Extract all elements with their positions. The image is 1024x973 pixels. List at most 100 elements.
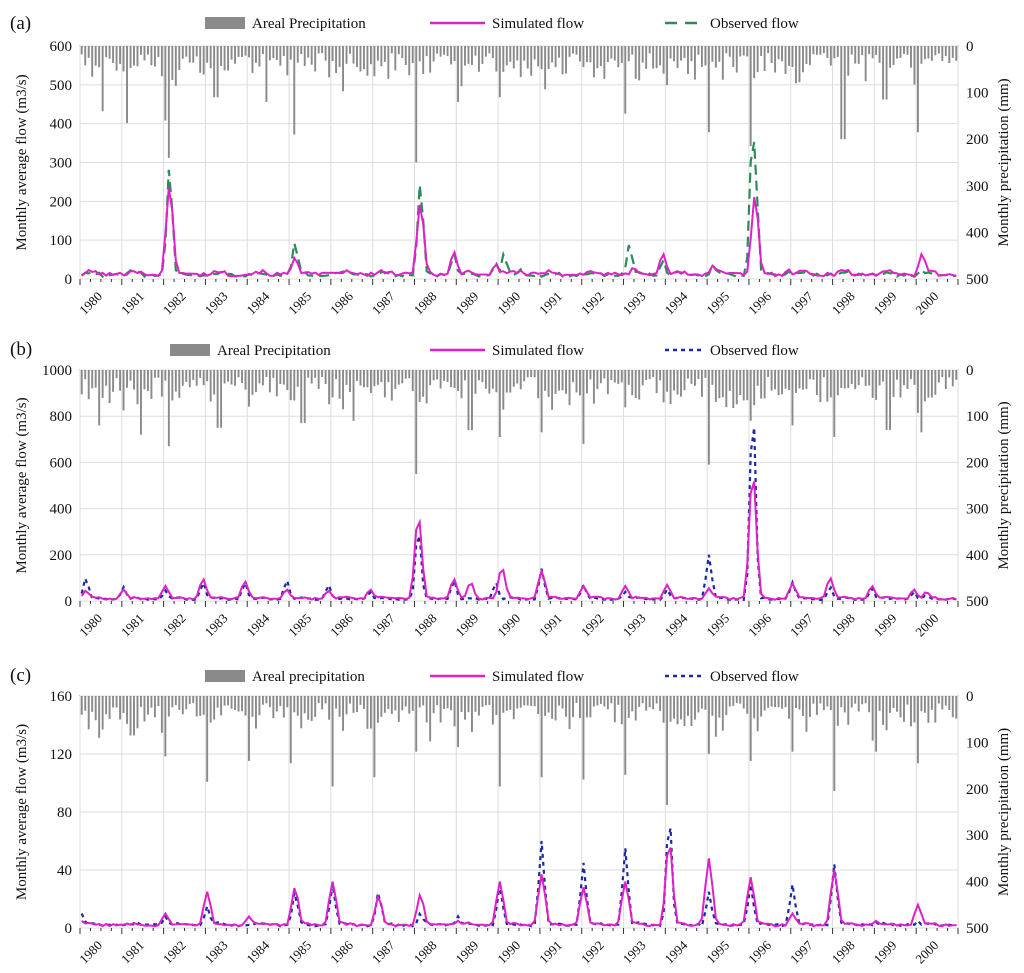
precip-bar: [892, 46, 895, 66]
precip-bar: [725, 696, 728, 716]
precip-bar: [592, 46, 595, 78]
precip-bar: [216, 370, 219, 428]
x-tick-label: 1995: [703, 611, 732, 640]
precip-bar: [209, 696, 212, 723]
precip-bar: [533, 696, 536, 707]
precip-bar: [307, 370, 310, 378]
precip-bar: [735, 696, 738, 704]
precip-bar: [143, 370, 146, 390]
precip-bar: [84, 46, 87, 66]
precip-bar: [282, 370, 285, 385]
precip-bar: [638, 46, 641, 81]
precip-bar: [854, 46, 857, 64]
precip-bar: [268, 46, 271, 61]
x-tick-label: 1992: [578, 611, 607, 640]
y2-tick-label: 500: [966, 921, 989, 937]
precip-bar: [533, 370, 536, 378]
precip-bar: [338, 696, 341, 717]
precip-bar: [502, 370, 505, 410]
precip-bar: [596, 46, 599, 69]
precip-bar: [585, 696, 588, 718]
precip-bar: [659, 696, 662, 711]
precip-bar: [864, 46, 867, 82]
precip-bar: [516, 46, 519, 61]
precip-bar: [411, 46, 414, 64]
precip-bar: [561, 46, 564, 75]
panel-label: (b): [10, 339, 32, 360]
precip-bar: [216, 46, 219, 98]
precip-bar: [432, 46, 435, 62]
precip-bar: [192, 696, 195, 704]
x-tick-label: 1987: [369, 937, 398, 966]
precip-bar: [335, 370, 338, 380]
y2-tick-label: 0: [966, 363, 974, 379]
precip-bar: [213, 46, 216, 98]
precip-bar: [328, 696, 331, 720]
precip-bar: [798, 46, 801, 83]
legend-label-observed: Observed flow: [710, 343, 799, 359]
precip-bar: [495, 696, 498, 715]
precip-bar: [394, 370, 397, 389]
precip-bar: [861, 370, 864, 378]
precip-bar: [857, 370, 860, 386]
precip-bar: [234, 696, 237, 711]
precip-bar: [934, 370, 937, 395]
precip-bar: [383, 46, 386, 62]
x-tick-label: 1985: [285, 289, 314, 318]
precip-bar: [251, 370, 254, 395]
precip-bar: [362, 696, 365, 709]
precip-bar: [638, 370, 641, 400]
precip-bar: [669, 46, 672, 59]
precip-bar: [140, 370, 142, 435]
precip-bar: [457, 370, 459, 392]
precip-bar: [833, 696, 836, 792]
precip-bar: [467, 370, 470, 431]
precip-bar: [575, 696, 578, 703]
precip-bar: [906, 696, 909, 705]
y2-axis-title: Monthly precipitation (mm): [996, 401, 1012, 569]
x-tick-label: 1992: [578, 938, 607, 967]
precip-bar: [411, 370, 414, 392]
precip-bar: [944, 46, 947, 57]
y-tick-label: 600: [50, 39, 73, 55]
precip-bar: [589, 46, 592, 63]
precip-bar: [220, 696, 223, 716]
precip-bar: [572, 696, 574, 718]
precip-bar: [868, 46, 871, 55]
precip-bar: [352, 696, 355, 713]
precip-bar: [725, 370, 728, 408]
precip-bar: [502, 46, 505, 72]
legend-label-simulated: Simulated flow: [492, 669, 584, 685]
y-axis-title: Monthly average flow (m3/s): [14, 724, 30, 900]
precip-bar: [446, 46, 449, 57]
precip-bar: [739, 696, 742, 704]
precip-bar: [791, 46, 794, 68]
precip-bar: [582, 46, 585, 68]
y-tick-label: 200: [50, 194, 73, 210]
x-tick-label: 1982: [160, 289, 189, 318]
panel-c: 0 40 80 120 160 0 100 200 300 400 500 1980 1981 1982 1…: [10, 665, 1012, 967]
precip-bar: [526, 696, 529, 706]
precip-bar: [829, 46, 832, 66]
y2-tick-label: 100: [966, 409, 989, 425]
precip-bar: [875, 46, 878, 55]
y2-tick-label: 100: [966, 735, 989, 751]
legend-label-observed: Observed flow: [710, 669, 799, 685]
precip-bar: [119, 696, 122, 720]
panel-label: (a): [10, 13, 31, 34]
precip-bar: [136, 370, 139, 405]
precip-bar: [481, 370, 484, 383]
precip-bar: [920, 46, 923, 64]
precip-bar: [885, 46, 888, 100]
precip-bar: [94, 370, 97, 388]
precip-bar: [108, 370, 111, 404]
precip-bar: [241, 46, 243, 58]
precip-bar: [390, 696, 393, 714]
precip-bar: [380, 696, 383, 717]
precip-bar: [303, 696, 306, 714]
precip-bar: [153, 46, 156, 67]
precip-bar: [356, 370, 358, 381]
precip-bar: [237, 46, 240, 57]
precip-bar: [850, 696, 853, 708]
x-tick-label: 1996: [745, 937, 774, 966]
